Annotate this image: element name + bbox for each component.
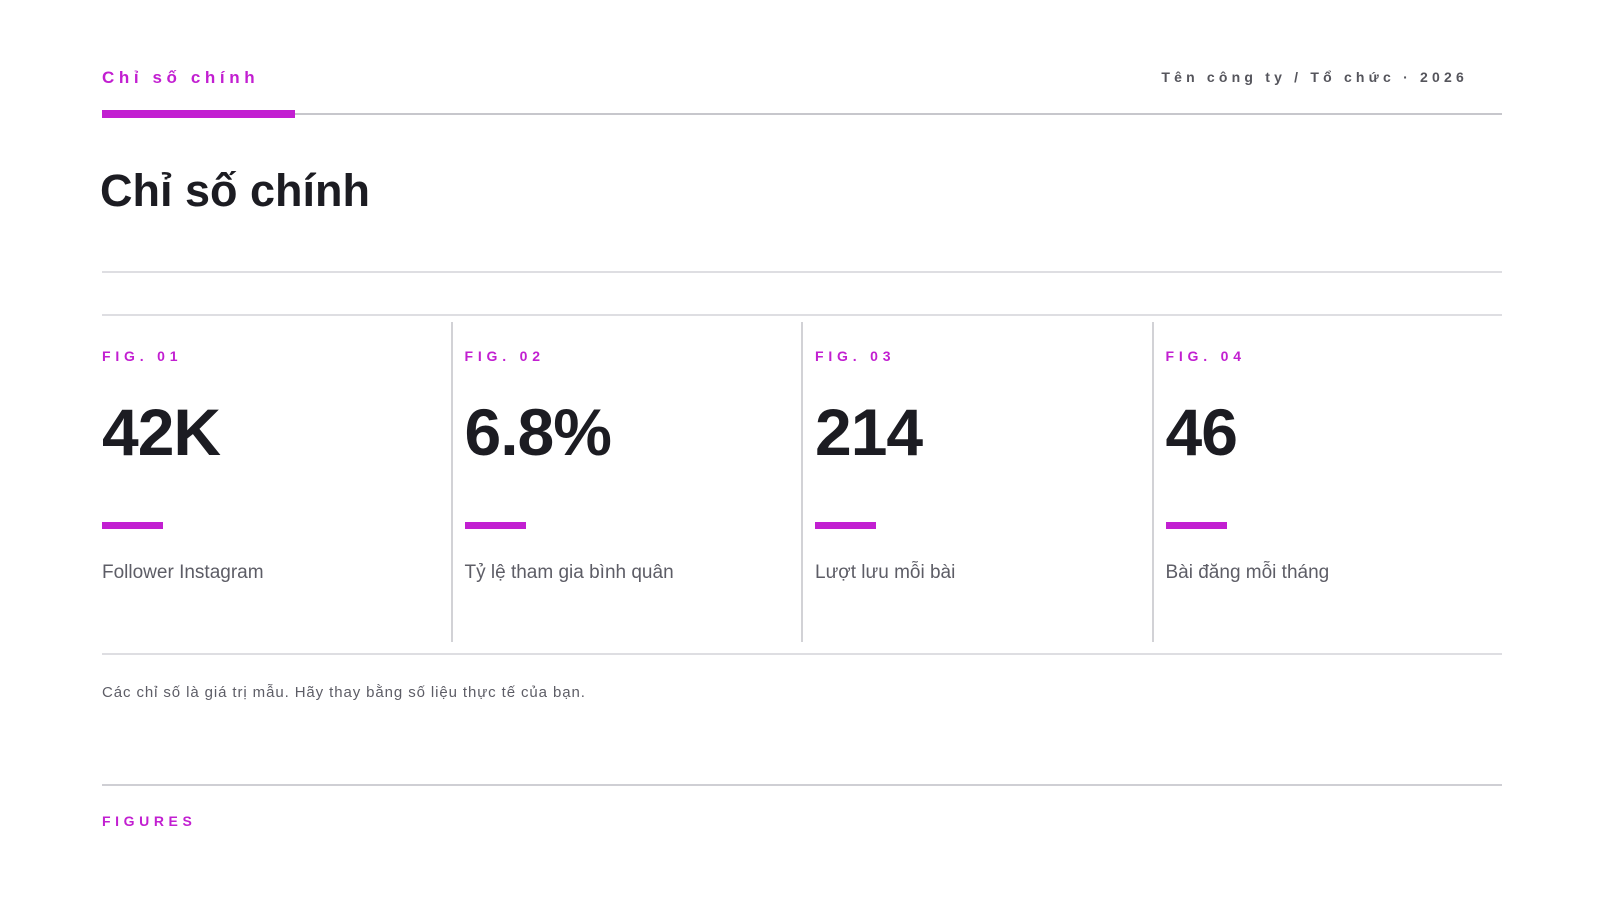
metric-card-1: FIG. 01 42K Follower Instagram bbox=[102, 322, 451, 642]
metric-fig-label: FIG. 02 bbox=[464, 348, 545, 364]
footnote: Các chỉ số là giá trị mẫu. Hãy thay bằng… bbox=[102, 684, 586, 701]
metric-card-3: FIG. 03 214 Lượt lưu mỗi bài bbox=[801, 322, 1152, 642]
footer-label: FIGURES bbox=[102, 813, 197, 829]
header-accent-bar bbox=[102, 110, 295, 118]
metric-accent-bar bbox=[102, 522, 163, 529]
metric-accent-bar bbox=[464, 522, 526, 529]
header-divider bbox=[102, 113, 1502, 115]
metric-label: Follower Instagram bbox=[102, 562, 264, 583]
metric-label: Lượt lưu mỗi bài bbox=[815, 562, 956, 583]
metric-value: 46 bbox=[1165, 395, 1238, 469]
metrics-top-divider bbox=[102, 314, 1502, 316]
metric-label: Bài đăng mỗi tháng bbox=[1165, 562, 1330, 583]
footer-divider bbox=[102, 784, 1502, 786]
page-title: Chỉ số chính bbox=[100, 165, 370, 216]
metric-value: 6.8% bbox=[464, 395, 612, 469]
company-name: Tên công ty / Tổ chức · 2026 bbox=[1161, 69, 1468, 85]
metric-fig-label: FIG. 01 bbox=[102, 348, 183, 364]
metric-value: 42K bbox=[102, 395, 221, 469]
metrics-grid: FIG. 01 42K Follower Instagram FIG. 02 6… bbox=[102, 322, 1502, 642]
title-divider bbox=[102, 271, 1502, 273]
metric-card-4: FIG. 04 46 Bài đăng mỗi tháng bbox=[1151, 322, 1503, 642]
metric-accent-bar bbox=[815, 522, 876, 529]
metric-card-2: FIG. 02 6.8% Tỷ lệ tham gia bình quân bbox=[450, 322, 802, 642]
metric-fig-label: FIG. 04 bbox=[1165, 348, 1246, 364]
metrics-bottom-divider bbox=[102, 653, 1502, 655]
section-label: Chỉ số chính bbox=[102, 68, 260, 87]
metric-value: 214 bbox=[815, 395, 923, 469]
metric-label: Tỷ lệ tham gia bình quân bbox=[464, 562, 674, 583]
metric-accent-bar bbox=[1165, 522, 1227, 529]
metric-fig-label: FIG. 03 bbox=[815, 348, 896, 364]
